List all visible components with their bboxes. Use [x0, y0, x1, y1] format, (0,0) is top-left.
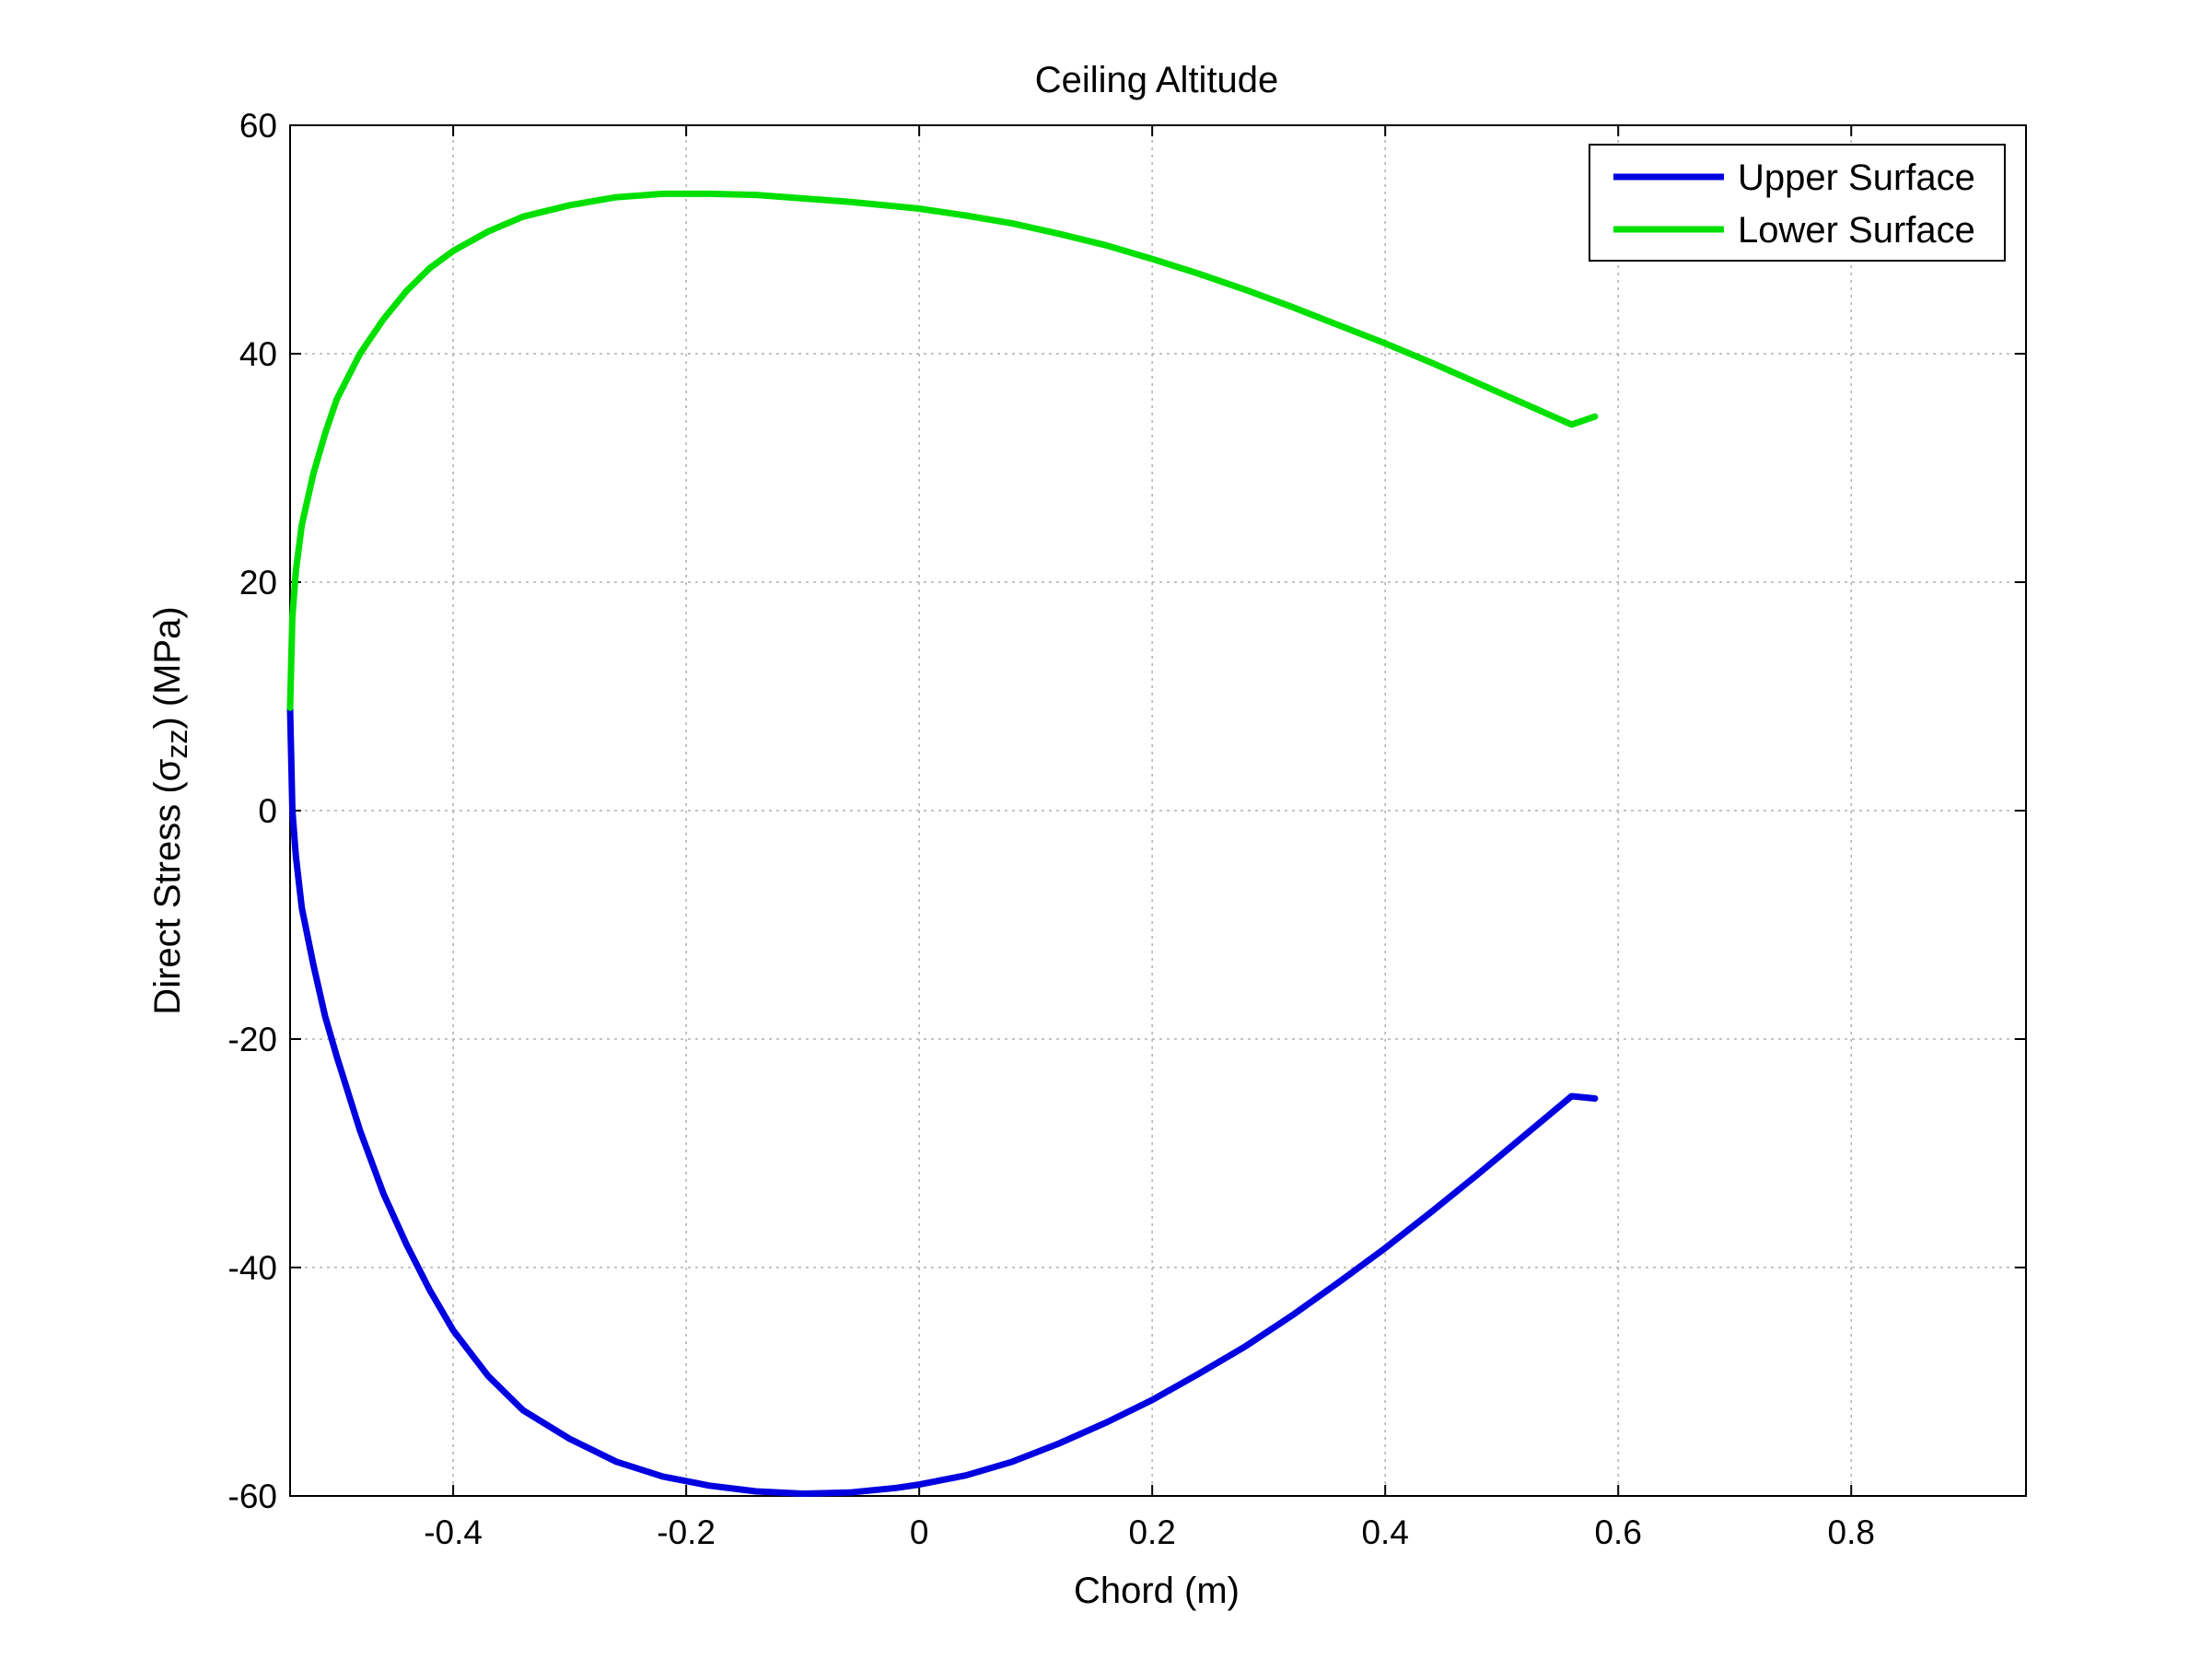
- y-axis-title-suffix: ) (MPa): [147, 606, 188, 729]
- series-line-upper-surface: [286, 704, 1599, 1497]
- x-tick-label: 0.2: [1128, 1513, 1175, 1551]
- legend: Upper Surface Lower Surface: [1589, 144, 2006, 262]
- legend-label-upper-surface: Upper Surface: [1738, 158, 1975, 198]
- y-axis-title-symbol: σ: [147, 758, 188, 781]
- x-tick-label: 0.8: [1828, 1513, 1875, 1551]
- tick-labels: -0.4 -0.2 0 0.2 0.4 0.6 0.8 -60 -40 -20 0 20 40 60: [228, 107, 1875, 1551]
- legend-label-lower-surface: Lower Surface: [1738, 210, 1975, 251]
- y-axis-title: Direct Stress (σzz) (MPa): [147, 606, 193, 1014]
- y-axis-title-prefix: Direct Stress (: [147, 781, 188, 1015]
- chart-title: Ceiling Altitude: [1035, 60, 1279, 100]
- x-tick-label: -0.4: [424, 1513, 483, 1551]
- y-axis-title-subscript: zz: [160, 730, 193, 759]
- x-tick-label: 0.6: [1594, 1513, 1641, 1551]
- x-axis-title: Chord (m): [1074, 1571, 1240, 1611]
- series-lines: [286, 190, 1599, 1497]
- series-line-lower-surface: [286, 190, 1599, 711]
- grid: [290, 124, 2026, 1497]
- y-tick-label: 20: [239, 564, 277, 602]
- x-tick-label: -0.2: [657, 1513, 716, 1551]
- y-tick-label: 0: [258, 792, 277, 830]
- axis-ticks: [290, 124, 2026, 1497]
- y-tick-label: 60: [239, 107, 277, 145]
- y-tick-label: 40: [239, 335, 277, 373]
- x-tick-label: 0.4: [1361, 1513, 1408, 1551]
- x-tick-label: 0: [910, 1513, 929, 1551]
- y-tick-label: -20: [228, 1021, 277, 1058]
- y-tick-label: -40: [228, 1249, 277, 1287]
- legend-box: [1589, 144, 2006, 262]
- y-tick-label: -60: [228, 1478, 277, 1515]
